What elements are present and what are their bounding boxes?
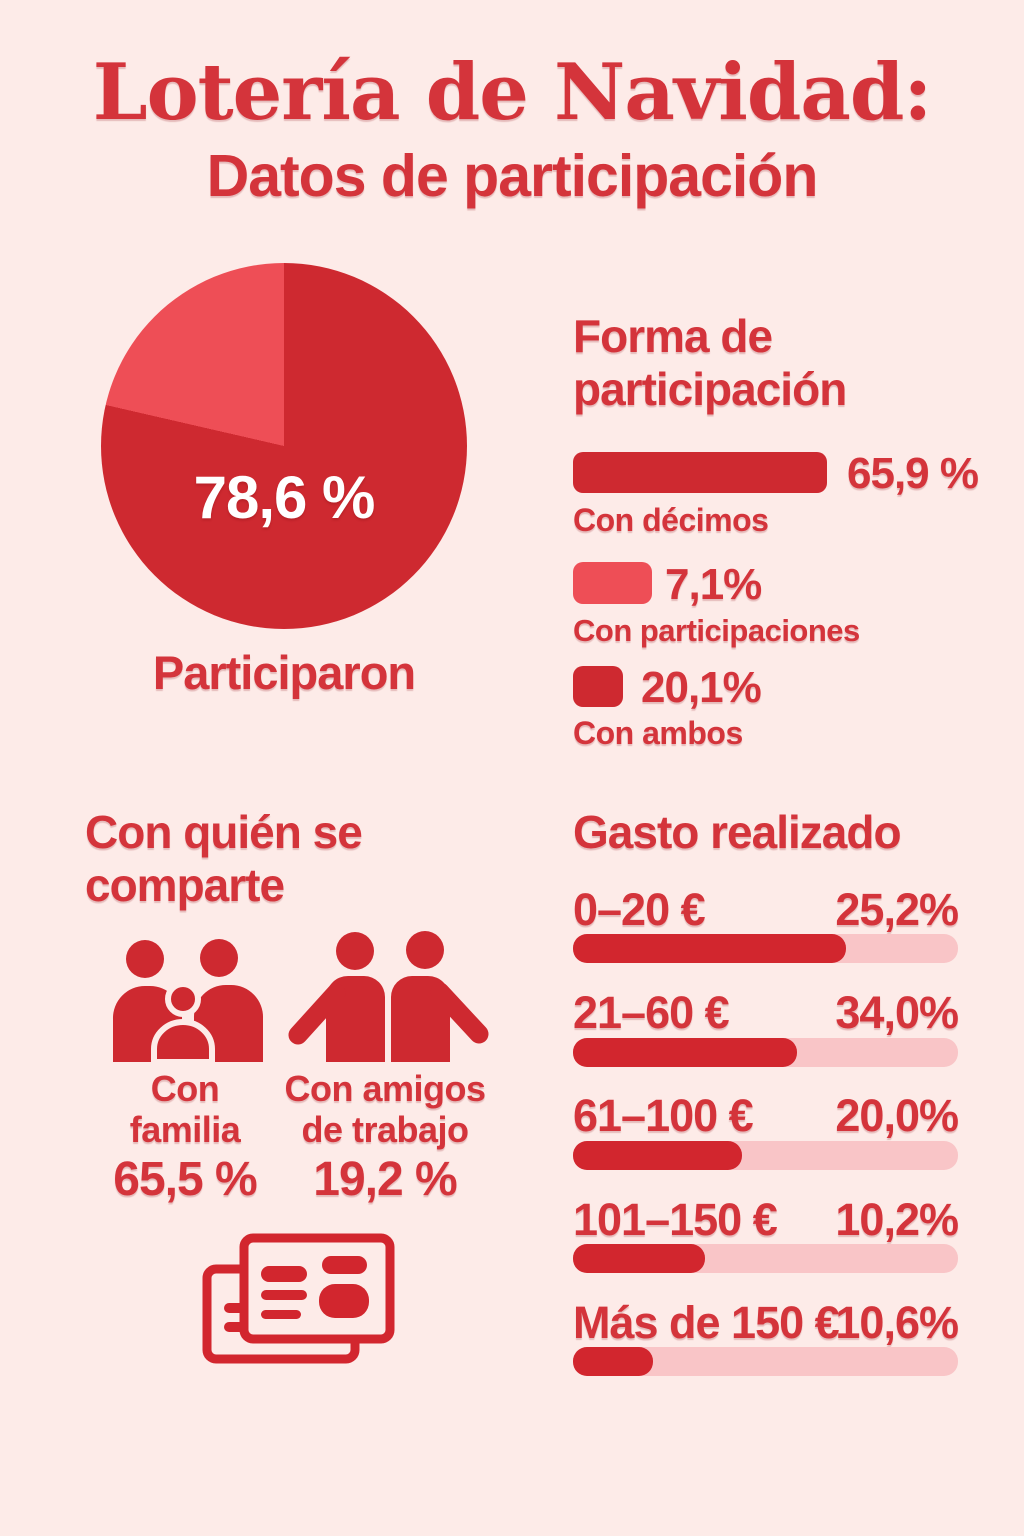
forma-heading: Forma de participación (573, 310, 847, 416)
coworkers-label-line2: de trabajo (301, 1109, 469, 1150)
gasto-row-4-track (573, 1244, 958, 1273)
forma-value-ambos: 20,1% (641, 663, 762, 712)
coworkers-icon (288, 931, 489, 1062)
forma-bar-participaciones (573, 562, 652, 604)
gasto-row-3-fill (573, 1141, 742, 1170)
pie-center-label: 78,6 % (193, 464, 376, 531)
lottery-ticket-icon (202, 1233, 395, 1364)
coworkers-label-line1: Con amigos (284, 1068, 486, 1109)
coworkers-value: 19,2 % (313, 1153, 457, 1206)
family-label: Con familia (95, 1068, 275, 1150)
gasto-row-5-track (573, 1347, 958, 1376)
gasto-heading: Gasto realizado (573, 806, 902, 858)
family-label-line2: familia (129, 1109, 241, 1150)
comparte-heading-line1: Con quién se (85, 806, 363, 858)
forma-bar-decimos (573, 452, 827, 493)
gasto-row-3-track (573, 1141, 958, 1170)
gasto-row-5-value: 10,6% (835, 1297, 959, 1348)
gasto-row-2-track (573, 1038, 958, 1067)
gasto-row-1-fill (573, 934, 846, 963)
gasto-row-2-fill (573, 1038, 797, 1067)
pie-caption: Participaron (152, 646, 416, 699)
gasto-row-5-label: Más de 150 € (573, 1297, 840, 1348)
subtitle: Datos de participación (206, 143, 819, 209)
main-title: Lotería de Navidad: (92, 47, 932, 138)
forma-label-decimos: Con décimos (573, 502, 769, 538)
gasto-row-2-value: 34,0% (835, 987, 959, 1038)
family-value: 65,5 % (113, 1153, 257, 1206)
gasto-row-3-value: 20,0% (835, 1090, 959, 1141)
forma-value-decimos: 65,9 % (847, 449, 979, 498)
forma-label-ambos: Con ambos (573, 715, 743, 751)
gasto-row-1-value: 25,2% (835, 884, 959, 935)
gasto-row-4-label: 101–150 € (573, 1194, 778, 1245)
gasto-row-4-fill (573, 1244, 705, 1273)
forma-heading-line1: Forma de (573, 310, 773, 362)
forma-bar-ambos (573, 666, 623, 707)
pie-chart: 78,6 % (101, 263, 467, 629)
family-icon (112, 939, 264, 1062)
forma-label-participaciones: Con participaciones (573, 613, 860, 648)
comparte-heading-line2: comparte (85, 859, 285, 911)
family-label-line1: Con (150, 1068, 220, 1109)
gasto-row-1-label: 0–20 € (573, 884, 706, 935)
forma-heading-line2: participación (573, 363, 847, 415)
gasto-row-2-label: 21–60 € (573, 987, 730, 1038)
gasto-row-1-track (573, 934, 958, 963)
gasto-row-4-value: 10,2% (835, 1194, 959, 1245)
forma-value-participaciones: 7,1% (665, 560, 762, 609)
comparte-heading: Con quién se comparte (85, 806, 363, 912)
gasto-row-3-label: 61–100 € (573, 1090, 754, 1141)
gasto-row-5-fill (573, 1347, 653, 1376)
coworkers-label: Con amigos de trabajo (272, 1068, 498, 1150)
